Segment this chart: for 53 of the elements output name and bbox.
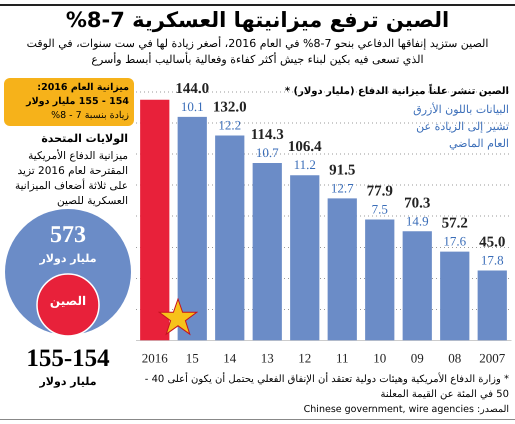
- bar: [440, 252, 470, 340]
- text: الصين: [48, 294, 88, 308]
- annotation: 10.7: [256, 144, 280, 160]
- data-label: 132.0: [212, 99, 247, 116]
- text: مليار دولار: [38, 252, 98, 265]
- text: ميزانية العام 2016:: [36, 81, 129, 95]
- bar: [140, 100, 170, 340]
- bar: [328, 198, 357, 340]
- annotation: 14.9: [406, 213, 429, 228]
- data-label: 57.2: [442, 216, 468, 232]
- x-tick-label: 13: [260, 350, 274, 366]
- x-tick-label: 14: [223, 350, 237, 366]
- x-tick-label: 11: [336, 350, 349, 366]
- annotation: 17.6: [443, 234, 467, 249]
- x-tick-label: 15: [186, 350, 199, 366]
- text: 155-154: [25, 345, 111, 373]
- bar: [252, 162, 282, 340]
- annotation: 11.2: [294, 157, 316, 172]
- chart-title: الصين ترفع ميزانيتها العسكرية 7-8%: [64, 8, 450, 32]
- bar: [290, 175, 320, 340]
- x-tick-label: 09: [410, 350, 424, 366]
- text: 154 - 155 مليار دولار: [24, 95, 129, 109]
- x-tick-label: 2016: [142, 350, 168, 366]
- text: الولايات المتحدة: [40, 132, 128, 145]
- x-tick-label: 08: [448, 350, 462, 366]
- text: 573: [49, 222, 87, 249]
- annotation: 12.7: [330, 180, 354, 196]
- text: زيادة بنسبة 7 - 8%: [50, 109, 129, 123]
- bar: [215, 135, 244, 340]
- text: الصين تنشر علناً ميزانية الدفاع (مليار دولار) *: [284, 86, 509, 97]
- data-label: 70.3: [404, 195, 430, 212]
- data-label: 77.9: [366, 183, 393, 200]
- data-label: 114.3: [250, 126, 284, 143]
- x-tick-label: 10: [373, 350, 386, 366]
- x-tick-label: 12: [298, 350, 312, 366]
- annotation: البيانات باللون الأزرق تشير إلى الزيادة عن العام الماضي: [412, 102, 509, 152]
- data-label: 144.0: [175, 80, 210, 97]
- x-tick-label: 2007: [479, 350, 506, 366]
- bar: [365, 219, 394, 340]
- text: مليار دولار: [38, 375, 98, 388]
- data-label: 91.5: [329, 162, 356, 178]
- annotation: 17.8: [480, 252, 504, 268]
- bar: [478, 270, 507, 340]
- data-label: 106.4: [288, 139, 322, 156]
- text: المصدر: Chinese government, wire agencies: [302, 404, 509, 415]
- text: * وزارة الدفاع الأمريكية وهيئات دولية تعتقد أن الإنفاق الفعلي يحتمل أن يكون أعلى 40 - 50 في المئة عن القيمة المعلنة: [144, 372, 509, 402]
- data-label: 45.0: [479, 234, 506, 251]
- text: ميزانية الدفاع الأمريكية المقترحة لعام 2016 تزيد على ثلاثة أضعاف الميزانية العسكرية للصين: [14, 149, 128, 209]
- bar: [402, 231, 432, 340]
- annotation: 12.2: [218, 117, 242, 132]
- chart-subtitle: الصين ستزيد إنفاقها الدفاعي بنحو 7-8% في العام 2016، أصغر زيادة لها في ست سنوات، في الوقت الذي تسعى فيه بكين لبناء جيش أكثر كفاءة وفعالية بأساليب أبسط وأسرع: [26, 36, 490, 68]
- annotation: 10.1: [180, 98, 204, 114]
- annotation: 7.5: [372, 201, 388, 216]
